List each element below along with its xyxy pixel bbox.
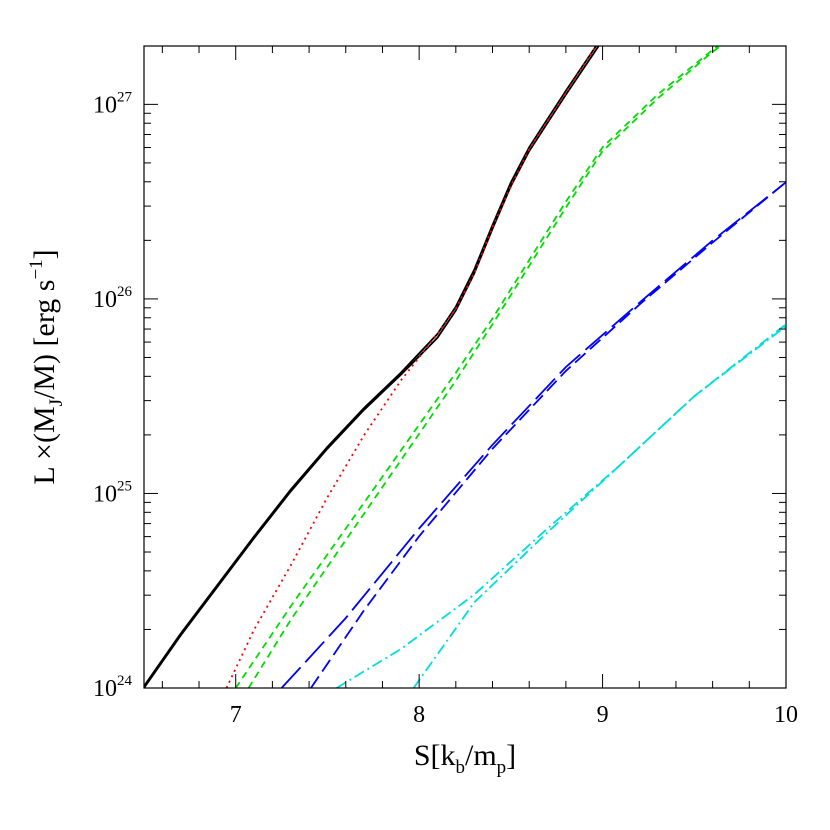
x-tick-label: 10	[774, 702, 798, 728]
x-tick-label: 9	[597, 702, 609, 728]
series-line-6	[280, 181, 786, 688]
series-line-8	[336, 323, 786, 688]
y-axis-label: L ×(MJ/M) [erg s−1]	[26, 249, 67, 484]
y-tick-label: 1027	[93, 89, 133, 118]
y-tick-label: 1026	[93, 284, 133, 313]
series-line-1	[144, 46, 598, 687]
x-axis-label: S[kb/mp]	[414, 739, 516, 778]
series-line-5	[247, 46, 723, 688]
series-line-2	[144, 46, 600, 688]
plot-frame	[143, 45, 787, 689]
ticks-layer: 7 8 9 10 1024 1025 1026 1027	[93, 46, 798, 728]
x-tick-label: 8	[413, 702, 425, 728]
y-tick-label: 1024	[93, 673, 133, 702]
series-line-4	[234, 46, 720, 688]
y-tick-label: 1025	[93, 478, 132, 507]
series-line-7	[310, 181, 786, 688]
series-line-9	[412, 325, 786, 688]
x-tick-label: 7	[230, 702, 242, 728]
series-layer	[144, 46, 786, 688]
series-line-3	[225, 46, 598, 688]
